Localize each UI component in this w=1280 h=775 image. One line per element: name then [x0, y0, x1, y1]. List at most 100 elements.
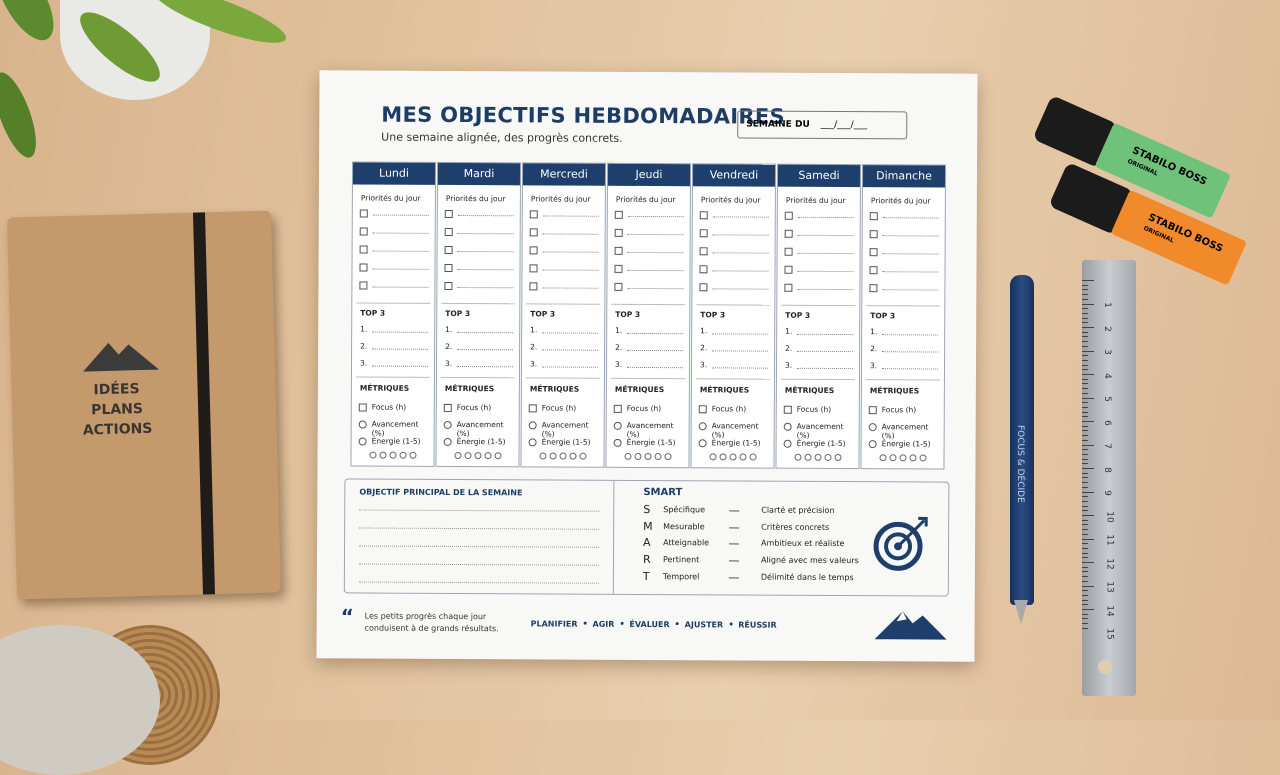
- separator: [696, 304, 771, 306]
- circle: [369, 451, 377, 459]
- step: RÉUSSIR: [738, 620, 777, 630]
- checkbox: [359, 245, 368, 254]
- dotted-line: [542, 269, 599, 271]
- ruler-tick: [1082, 345, 1088, 347]
- ruler-tick: [1082, 392, 1088, 394]
- ruler-tick: [1082, 430, 1088, 432]
- top3-item: 1.: [700, 326, 708, 336]
- dotted-line: [626, 366, 683, 369]
- dotted-line: [542, 233, 599, 235]
- checkbox: [529, 228, 538, 237]
- ruler-tick: [1082, 331, 1088, 333]
- priorities-label: Priorités du jour: [615, 194, 676, 205]
- bullet: [675, 622, 679, 626]
- rating-circles: [539, 452, 590, 460]
- priorities-label: Priorités du jour: [445, 193, 506, 204]
- metric-icon: [613, 404, 622, 413]
- top3-item: 3.: [444, 358, 453, 368]
- dotted-line: [542, 287, 599, 289]
- ruler-tick: [1082, 482, 1088, 484]
- metric-item: Focus (h): [796, 404, 832, 414]
- day-column: Mercredi Priorités du jour TOP 3 1. 2. 3. MÉTR…: [520, 162, 607, 468]
- dotted-line: [797, 216, 854, 219]
- day-header: Vendredi: [692, 164, 776, 187]
- ruler-tick: [1082, 402, 1088, 404]
- circle: [909, 454, 917, 462]
- checkbox: [614, 282, 623, 291]
- ruler-tick: [1082, 576, 1088, 578]
- metric-icon: [443, 420, 452, 429]
- metric-item: Avancement (%): [456, 420, 504, 439]
- circle: [559, 452, 567, 460]
- circle: [794, 453, 802, 461]
- metric-item: Focus (h): [456, 403, 492, 413]
- ruler-tick: [1082, 322, 1088, 324]
- separator: [780, 378, 855, 381]
- ruler-tick: [1082, 486, 1088, 488]
- metric-icon: [868, 423, 877, 432]
- checkbox: [784, 247, 793, 256]
- ruler-tick: [1082, 298, 1088, 300]
- step: AJUSTER: [684, 620, 724, 630]
- ruler-tick: [1082, 505, 1088, 507]
- separator: [781, 304, 856, 307]
- ruler-tick: [1082, 350, 1094, 352]
- rating-circles: [794, 453, 845, 462]
- metric-item: Énergie (1-5): [881, 439, 931, 449]
- top3-item: 1.: [445, 324, 453, 334]
- step: PLANIFIER: [530, 619, 578, 629]
- checkbox: [869, 230, 878, 239]
- notebook-band: [192, 212, 215, 595]
- separator: [865, 379, 940, 381]
- ruler-tick: [1082, 280, 1094, 281]
- checkbox: [359, 227, 368, 236]
- ruler-tick: [1082, 552, 1088, 554]
- circle: [834, 453, 842, 462]
- smart-list: S Spécifique Clarté et précision M Mesurable…: [345, 479, 948, 583]
- top3-item: 1.: [530, 325, 538, 335]
- ruler-number: 2: [1101, 325, 1112, 332]
- ruler-tick: [1082, 557, 1088, 559]
- top3-item: 3.: [529, 359, 538, 369]
- metric-item: Énergie (1-5): [711, 438, 761, 448]
- step: AGIR: [592, 619, 615, 629]
- checkbox: [614, 264, 623, 273]
- rating-circles: [369, 451, 420, 459]
- checkbox: [699, 247, 708, 256]
- circle: [879, 454, 887, 462]
- ruler-tick: [1082, 477, 1088, 479]
- ruler-number: 4: [1101, 372, 1112, 379]
- ruler-number: 11: [1104, 534, 1115, 546]
- dotted-line: [627, 332, 684, 335]
- dotted-line: [627, 269, 684, 272]
- ruler-tick: [1082, 397, 1094, 399]
- circle: [739, 453, 747, 461]
- goal-line: [358, 563, 599, 566]
- day-column: Samedi Priorités du jour TOP 3 1. 2. 3. MÉTRIQ…: [775, 163, 862, 470]
- circle: [709, 453, 717, 461]
- rating-circles: [709, 453, 760, 461]
- metric-icon: [528, 438, 537, 447]
- dotted-line: [882, 289, 939, 291]
- circle: [464, 452, 472, 460]
- metric-item: Énergie (1-5): [796, 438, 846, 449]
- checkbox: [444, 281, 453, 290]
- metric-item: Focus (h): [711, 404, 747, 414]
- priorities-label: Priorités du jour: [785, 195, 846, 206]
- metric-icon: [528, 404, 537, 413]
- metric-icon: [613, 421, 622, 430]
- dotted-line: [712, 234, 769, 236]
- metric-icon: [783, 422, 792, 431]
- checkbox: [444, 227, 453, 236]
- dotted-line: [542, 349, 599, 351]
- ruler-tick: [1082, 416, 1088, 418]
- checkbox: [529, 282, 538, 291]
- notebook: IDÉES PLANS ACTIONS: [7, 210, 281, 600]
- bullet: [729, 622, 733, 626]
- dotted-line: [457, 251, 514, 253]
- metric-icon: [358, 403, 367, 412]
- metrics-label: MÉTRIQUES: [869, 386, 920, 396]
- dotted-line: [712, 270, 769, 272]
- metric-item: Avancement (%): [711, 421, 759, 440]
- metric-item: Énergie (1-5): [541, 437, 591, 447]
